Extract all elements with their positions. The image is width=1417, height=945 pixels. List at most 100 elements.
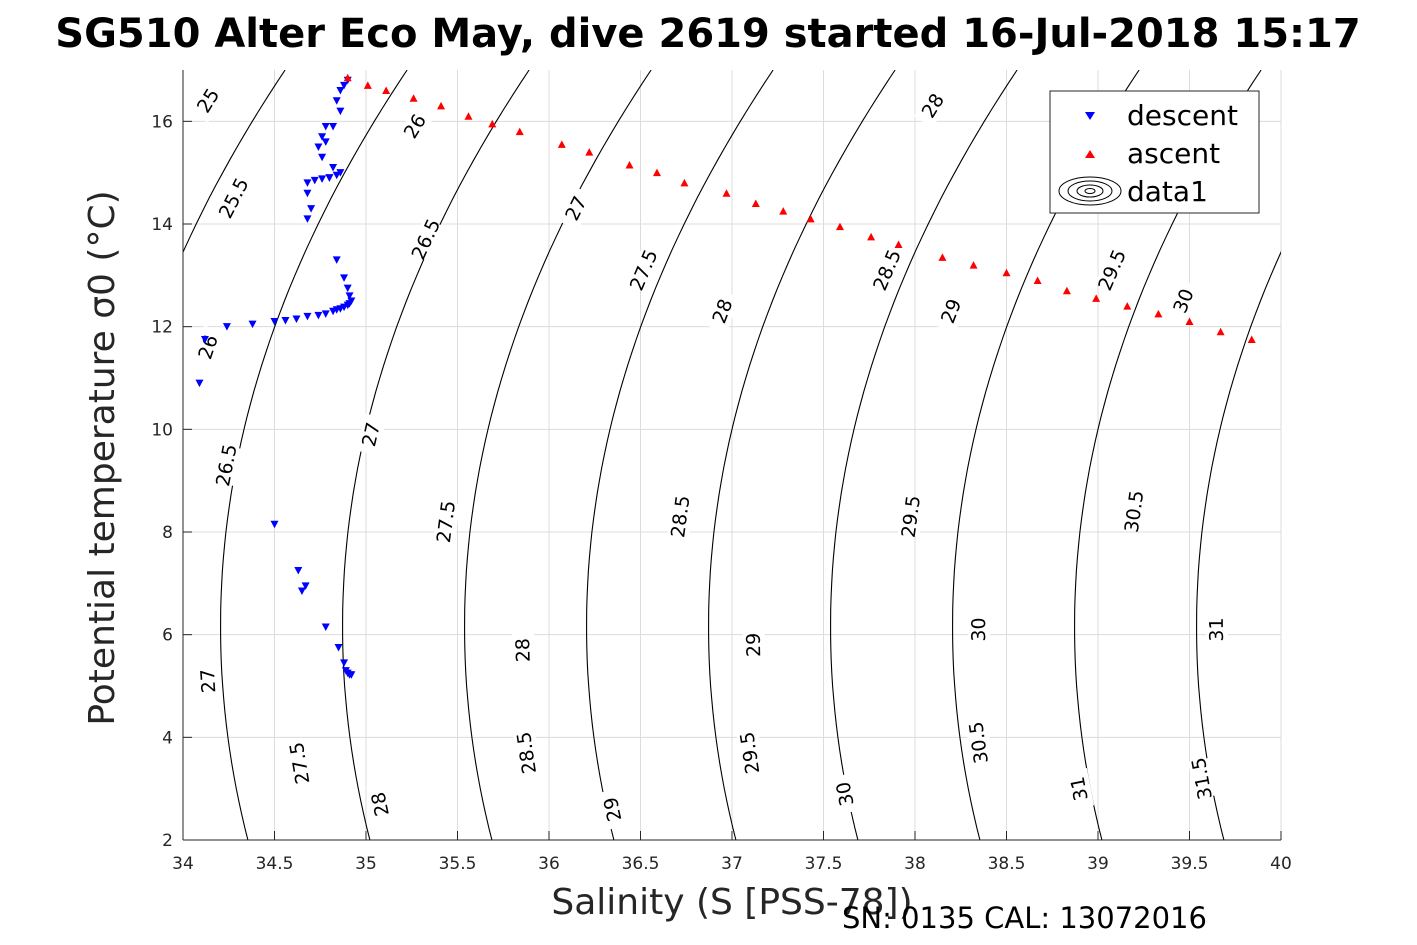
contour-label-bg (870, 248, 906, 292)
contour-label-group: 29 (742, 625, 766, 665)
legend-ascent-label: ascent (1127, 137, 1220, 170)
legend-descent-label: descent (1127, 99, 1238, 132)
contour-label-group: 28.5 (667, 494, 694, 539)
y-tick-label: 10 (151, 420, 173, 440)
ascent-marker (806, 214, 815, 223)
legend-ascent-marker (1085, 150, 1095, 158)
isopycnal-30.5 (1196, 250, 1281, 840)
descent-marker (248, 320, 257, 329)
x-tick-label: 39.5 (1171, 854, 1209, 874)
ascent-marker (409, 94, 418, 102)
descent-marker (318, 133, 327, 141)
contour-label-group: 29 (598, 788, 628, 831)
descent-marker (321, 623, 330, 631)
ascent-marker (363, 81, 372, 89)
descent-marker (347, 671, 356, 679)
contour-label-group: 27 (196, 661, 221, 701)
x-tick-label: 37 (721, 854, 743, 874)
contour-label-bg (433, 501, 460, 542)
contour-label-bg (511, 630, 535, 670)
descent-marker (321, 122, 330, 131)
descent-marker (292, 315, 301, 323)
descent-marker (343, 301, 352, 310)
ascent-marker (969, 261, 978, 269)
ascent-marker (515, 127, 524, 136)
contour-label-bg (667, 496, 695, 537)
x-tick-label: 34.5 (256, 854, 294, 874)
contour-label: 29 (600, 795, 627, 823)
descent-marker (303, 312, 312, 321)
contour-legend-icon (1058, 176, 1122, 206)
descent-marker (307, 205, 316, 213)
descent-marker (195, 379, 204, 388)
contour-label-bg (934, 289, 969, 333)
contour-label: 31 (1067, 775, 1093, 803)
descent-marker (294, 567, 303, 575)
descent-marker (336, 107, 345, 116)
ascent-marker (779, 207, 788, 215)
isopycnal-27 (342, 70, 530, 840)
descent-marker (281, 317, 290, 325)
contour-label-bg (1188, 757, 1217, 800)
contour-label-bg (736, 732, 765, 774)
ascent-marker (722, 189, 731, 197)
grid-lines (182, 70, 1282, 841)
contour-label-group: 27 (356, 413, 387, 456)
ascent-marker (343, 73, 352, 82)
ascent-marker (625, 160, 634, 169)
contour-label-bg (897, 496, 925, 537)
serial-calibration-footer: SN: 0135 CAL: 13072016 (842, 901, 1207, 935)
contour-label-bg (365, 783, 396, 825)
y-tick-label: 12 (151, 318, 173, 338)
descent-marker (332, 256, 341, 264)
x-tick-label: 35.5 (439, 854, 477, 874)
contour-label-bg (356, 413, 387, 456)
contour-label-group: 31 (1065, 767, 1095, 810)
descent-marker (318, 153, 327, 162)
y-tick-label: 8 (162, 523, 173, 543)
descent-marker (329, 307, 338, 316)
contour-label-bg (705, 289, 740, 333)
ascent-marker (1185, 317, 1194, 326)
descent-marker (222, 323, 231, 331)
series-ascent (343, 73, 1256, 343)
descent-marker (318, 175, 327, 183)
isopycnal-28 (586, 70, 774, 840)
descent-marker (270, 318, 279, 326)
ascent-marker (1247, 335, 1256, 343)
ascent-marker (652, 168, 661, 177)
contour-label-bg (968, 610, 991, 649)
descent-marker (336, 87, 345, 95)
contour-label: 30 (832, 780, 858, 808)
contour-label-bg (1065, 767, 1095, 810)
contour-label-group: 31 (1205, 610, 1228, 649)
contour-label-bg (1121, 491, 1149, 532)
contour-label-bg (513, 732, 541, 774)
ascent-marker (1154, 309, 1163, 318)
contour-label-group: 29.5 (736, 730, 764, 775)
ascent-marker (680, 178, 689, 187)
axes: 34 34.5 35 35.5 36 36.5 37 37.5 38 38.5 39 39.5 40 2 4… (151, 70, 1292, 874)
ascent-marker (751, 199, 760, 207)
ascent-marker (585, 148, 594, 156)
descent-marker (340, 659, 349, 667)
descent-marker (301, 582, 310, 590)
ascent-marker (1092, 294, 1101, 302)
contour-label: 27 (358, 420, 385, 449)
descent-marker (303, 215, 312, 223)
descent-marker (340, 81, 349, 90)
descent-marker (303, 189, 312, 198)
contour-label-group: 28 (511, 630, 535, 670)
contour-label-group: 27.5 (433, 499, 460, 544)
descent-marker (325, 174, 334, 182)
contour-label: 28 (367, 790, 394, 818)
ascent-marker (867, 232, 876, 241)
descent-marker (321, 310, 330, 318)
x-tick-label: 38 (904, 854, 926, 874)
isopycnal-28.5 (708, 70, 896, 840)
x-tick-label: 40 (1270, 854, 1292, 874)
descent-marker (336, 169, 345, 177)
legend: descent ascent data1 (1049, 90, 1260, 214)
descent-marker (334, 644, 343, 652)
contour-label-bg (626, 248, 662, 292)
